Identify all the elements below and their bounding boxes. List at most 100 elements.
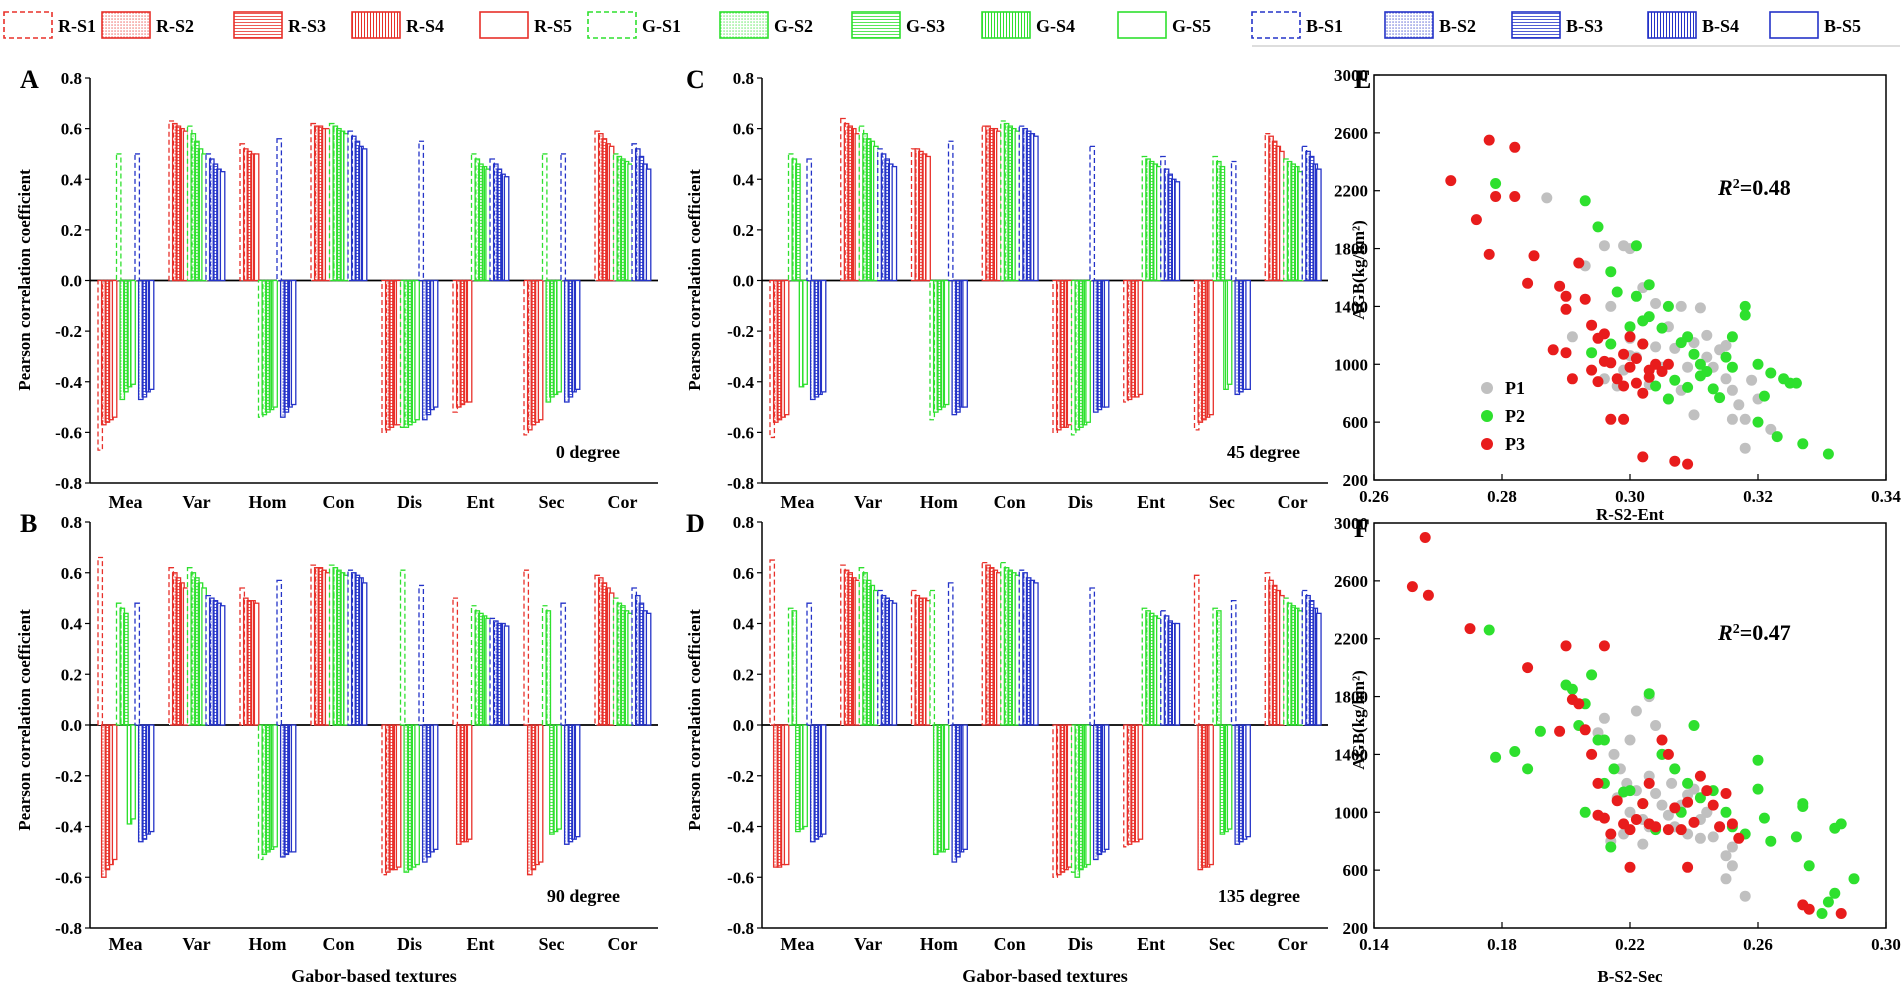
x-tick-label: Var [182,934,210,954]
legend-swatch [1647,11,1697,39]
bar-group-hom [910,140,968,421]
data-point [1694,832,1706,844]
bar-group-var [840,117,898,282]
y-tick-label: 0.8 [61,69,82,88]
bar-g-s5 [272,279,278,408]
legend-label: P1 [1505,378,1525,398]
bar-g-s1 [1070,724,1077,873]
bar-b-s1 [276,579,283,726]
data-point [1528,250,1540,262]
x-tick-label: Ent [1137,492,1165,512]
y-tick-label: 600 [1343,413,1369,432]
bar-g-s3 [1219,165,1226,282]
series-p3 [1445,134,1694,470]
data-point [1720,806,1732,818]
data-point [1829,887,1841,899]
bar-g-s5 [1085,279,1091,423]
data-point [1848,873,1860,885]
data-point [1797,801,1809,812]
bar-b-s5 [219,171,226,282]
bar-group-mea [97,153,155,451]
y-tick-label: 0.0 [61,272,82,291]
y-tick-label: 1000 [1334,803,1368,822]
legend-label: B-S1 [1306,16,1343,36]
plot-frame [1373,74,1887,481]
data-point [1592,376,1604,388]
data-point [1643,371,1655,383]
bar-r-s1 [97,556,104,726]
data-point [1758,812,1770,824]
bar-b-s5 [1245,724,1251,838]
bar-r-s1 [452,279,459,413]
bar-b-s5 [1174,181,1181,282]
bar-g-s5 [201,587,207,726]
bar-b-s1 [276,138,283,282]
x-axis-title: Gabor-based textures [962,966,1128,986]
data-point [1835,818,1847,830]
data-point [1662,809,1674,821]
legend-swatch [851,11,901,39]
legend-swatch [719,11,769,39]
data-point [1669,374,1681,386]
legend-item-r-s1: R-S1 [3,11,96,39]
data-point [1739,309,1751,321]
bar-r-s1 [1193,279,1200,431]
bar-g-s5 [802,724,808,828]
bar-r-s5 [466,279,473,403]
legend-item-g-s2: G-S2 [719,11,813,39]
bar-b-s5 [148,279,155,390]
x-tick-label: Mea [780,934,814,954]
x-tick-label: Mea [780,492,814,512]
legend-item-b-s1: B-S1 [1251,11,1343,39]
data-point [1720,788,1732,799]
data-point [1726,841,1738,853]
y-tick-label: 0.4 [733,170,755,189]
data-point [1643,777,1655,789]
x-tick-label: 0.14 [1359,935,1389,954]
y-tick-label: -0.8 [727,474,754,493]
bar-b-s5 [290,724,297,853]
data-point [1752,416,1764,428]
legend-label: G-S3 [906,16,945,36]
bar-group-dis [381,140,439,434]
bar-r-s5 [537,724,544,863]
bar-b-s1 [1230,160,1237,282]
data-point [1643,688,1655,700]
data-point [1598,640,1610,652]
data-point [1682,861,1694,873]
bar-r-s1 [981,561,988,726]
r2-annotation: R2=0.47 [1717,620,1791,645]
data-point [1490,178,1502,189]
data-point [1586,347,1598,359]
data-point [1630,240,1642,252]
legend-swatch [1251,11,1301,39]
bar-g-s1 [399,279,406,428]
y-tick-label: 1400 [1334,297,1368,316]
x-tick-label: Hom [249,934,287,954]
data-point [1630,705,1642,717]
x-tick-label: Con [994,934,1026,954]
bar-r-s1 [910,148,917,282]
data-point [1752,783,1764,795]
data-point [1720,373,1732,385]
data-point [1790,377,1802,389]
x-tick-label: Con [994,492,1026,512]
bar-b-s1 [877,589,883,726]
bar-r-s1 [1264,133,1271,282]
bar-b-s5 [891,602,898,726]
bar-b-s1 [347,130,354,282]
panel-b: B 0.8 0.6 0.4 0.2 0.0 -0.2 -0.4 -0.6 -0.8 Pearson … [15,509,658,986]
bar-r-s5 [111,279,118,418]
data-point [1637,451,1649,463]
data-point [1566,373,1578,385]
x-tick-label: Dis [1068,934,1093,954]
data-point [1643,279,1655,291]
bar-r-s5 [253,602,260,726]
data-point [1605,413,1617,425]
y-tick-label: 0.8 [733,513,754,532]
data-point [1490,751,1502,763]
data-point [1624,331,1636,343]
data-point [1605,300,1617,312]
